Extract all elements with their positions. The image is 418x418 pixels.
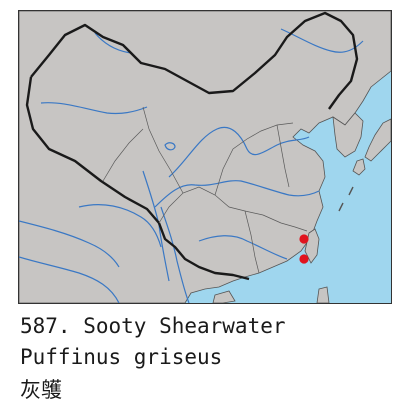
- record-point-1: [299, 234, 309, 244]
- tarim-river: [40, 102, 148, 115]
- qinghai-lake: [164, 142, 176, 151]
- yellow-river: [168, 126, 310, 178]
- korea-peninsula: [332, 112, 364, 158]
- mekong-river: [160, 206, 190, 303]
- yangtze-river: [154, 180, 320, 208]
- luzon-island: [316, 286, 330, 303]
- record-point-2: [299, 254, 309, 264]
- hainan-island: [212, 290, 236, 303]
- japan-island: [364, 118, 391, 162]
- tibet-river-1: [78, 204, 162, 248]
- indian-river: [19, 220, 120, 268]
- species-chinese-name: 灰鹱: [20, 378, 62, 402]
- species-scientific-name: Puffinus griseus: [20, 345, 223, 369]
- irtysh-river: [94, 32, 132, 54]
- mainland-landmass: [19, 11, 391, 303]
- ganges-river: [19, 256, 120, 303]
- northern-border: [30, 11, 359, 110]
- southern-border: [157, 222, 250, 281]
- west-river: [198, 235, 288, 260]
- kyushu-island: [352, 158, 366, 176]
- internal-boundaries: [102, 106, 308, 274]
- record-markers: [299, 234, 309, 264]
- taiwan-island: [304, 228, 320, 264]
- species-number-common-name: 587. Sooty Shearwater: [20, 314, 286, 338]
- western-border: [25, 76, 160, 224]
- rivers: [19, 28, 364, 303]
- range-map: [18, 10, 392, 304]
- ryukyu-islands: [338, 186, 354, 212]
- china-border: [25, 11, 359, 281]
